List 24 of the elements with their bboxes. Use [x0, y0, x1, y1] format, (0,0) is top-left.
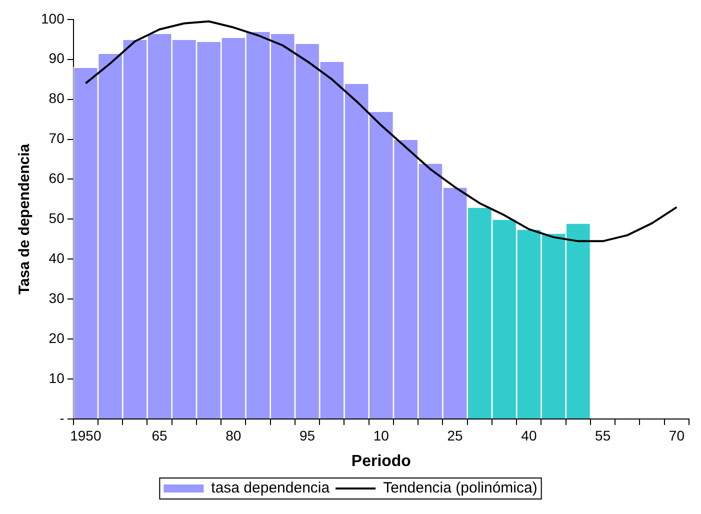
y-tick-label: 10 [48, 370, 65, 386]
x-tick-label: 40 [521, 427, 537, 444]
x-tick-label: 1950 [70, 427, 102, 444]
x-tick-label: 55 [595, 427, 611, 444]
y-tick-label: - [60, 410, 65, 426]
x-tick-label: 65 [152, 427, 168, 444]
y-tick-label: 80 [48, 90, 65, 106]
y-tick-label: 100 [41, 10, 65, 26]
y-tick-label: 60 [48, 170, 65, 186]
y-tick-label: 40 [48, 250, 65, 266]
x-axis-title: Periodo [351, 452, 412, 470]
x-tick-label: 25 [447, 427, 464, 444]
y-tick-label: 70 [48, 130, 65, 146]
y-tick-label: 90 [48, 50, 65, 66]
y-tick-label: 20 [48, 330, 65, 346]
y-axis-title: Tasa de dependencia [16, 143, 34, 295]
y-tick-label: 30 [48, 290, 65, 306]
x-tick-label: 95 [300, 427, 316, 444]
x-tick-label: 70 [668, 427, 685, 444]
legend-label: tasa dependencia [211, 480, 330, 497]
x-tick-label: 10 [373, 427, 390, 444]
x-tick-label: 80 [226, 427, 242, 444]
legend-label: Tendencia (polinómica) [383, 480, 538, 497]
y-tick-label: 50 [48, 210, 65, 226]
